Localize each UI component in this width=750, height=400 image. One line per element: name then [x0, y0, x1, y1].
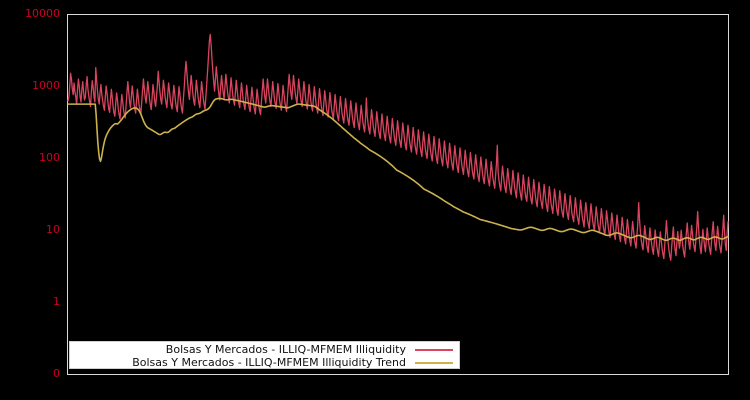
- series-group-illiquidity: [67, 33, 729, 261]
- series-line-illiquidity-trend: [67, 97, 729, 242]
- legend-swatch-illiquidity-trend: [415, 361, 453, 364]
- series-line-illiquidity: [67, 33, 729, 261]
- y-tick-1: 1: [53, 295, 60, 308]
- legend-label-illiquidity: Bolsas Y Mercados - ILLIQ-MFMEM Illiquid…: [165, 343, 406, 356]
- y-tick-100: 100: [39, 151, 60, 164]
- y-tick-0: 0: [53, 367, 60, 380]
- legend-swatch-illiquidity: [415, 348, 453, 351]
- y-tick-10000: 10000: [25, 7, 60, 20]
- legend-label-illiquidity-trend: Bolsas Y Mercados - ILLIQ-MFMEM Illiquid…: [132, 356, 406, 369]
- legend-entry-illiquidity-trend: Bolsas Y Mercados - ILLIQ-MFMEM Illiquid…: [70, 356, 459, 369]
- plot-area-frame: [67, 14, 729, 375]
- series-group-illiquidity-trend: [67, 97, 729, 242]
- legend-entry-illiquidity: Bolsas Y Mercados - ILLIQ-MFMEM Illiquid…: [70, 343, 459, 356]
- y-tick-10: 10: [46, 223, 60, 236]
- y-tick-1000: 1000: [32, 79, 60, 92]
- chart-legend: Bolsas Y Mercados - ILLIQ-MFMEM Illiquid…: [69, 341, 460, 369]
